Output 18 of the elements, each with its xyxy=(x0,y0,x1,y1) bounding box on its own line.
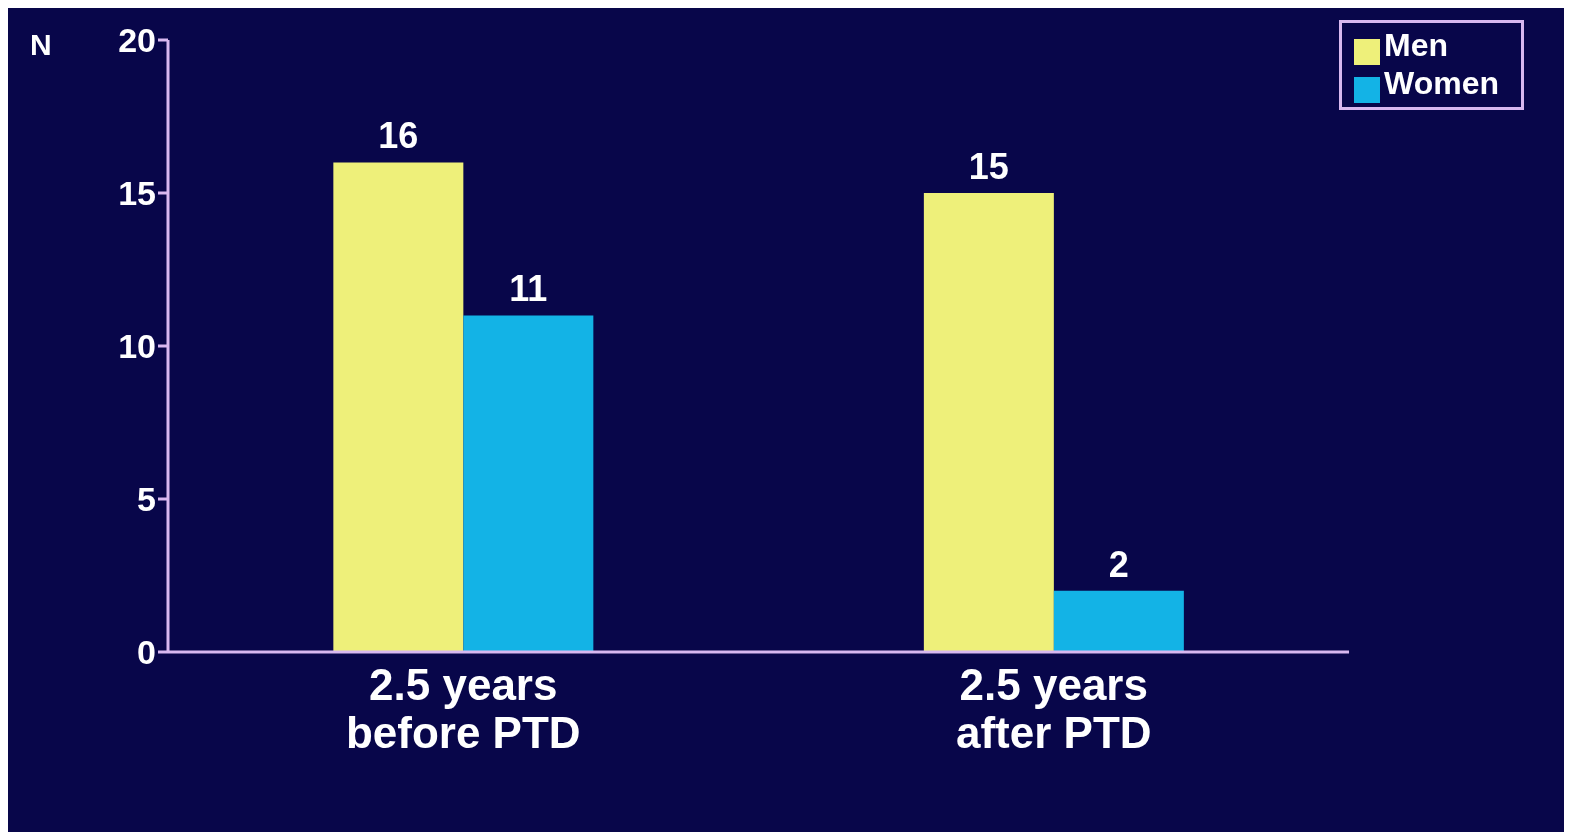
bar xyxy=(1053,590,1184,652)
data-label: 11 xyxy=(509,268,548,310)
data-label: 15 xyxy=(968,146,1009,187)
data-label: 2 xyxy=(1108,543,1129,585)
y-tick-label: 15 xyxy=(118,174,156,213)
legend-label: Women xyxy=(1384,64,1499,101)
bar xyxy=(923,193,1054,652)
y-axis-title: N xyxy=(30,28,52,62)
y-tick-label: 0 xyxy=(137,633,156,672)
bar xyxy=(463,315,594,652)
x-tick-label: 2.5 years after PTD xyxy=(955,660,1152,757)
data-label: 16 xyxy=(378,115,419,157)
y-tick-label: 10 xyxy=(118,327,156,366)
x-tick-label: 2.5 years before PTD xyxy=(345,660,581,757)
y-tick-label: 5 xyxy=(137,480,156,519)
y-tick-label: 20 xyxy=(118,21,156,60)
legend-label: Men xyxy=(1384,27,1449,63)
bar xyxy=(333,162,464,652)
